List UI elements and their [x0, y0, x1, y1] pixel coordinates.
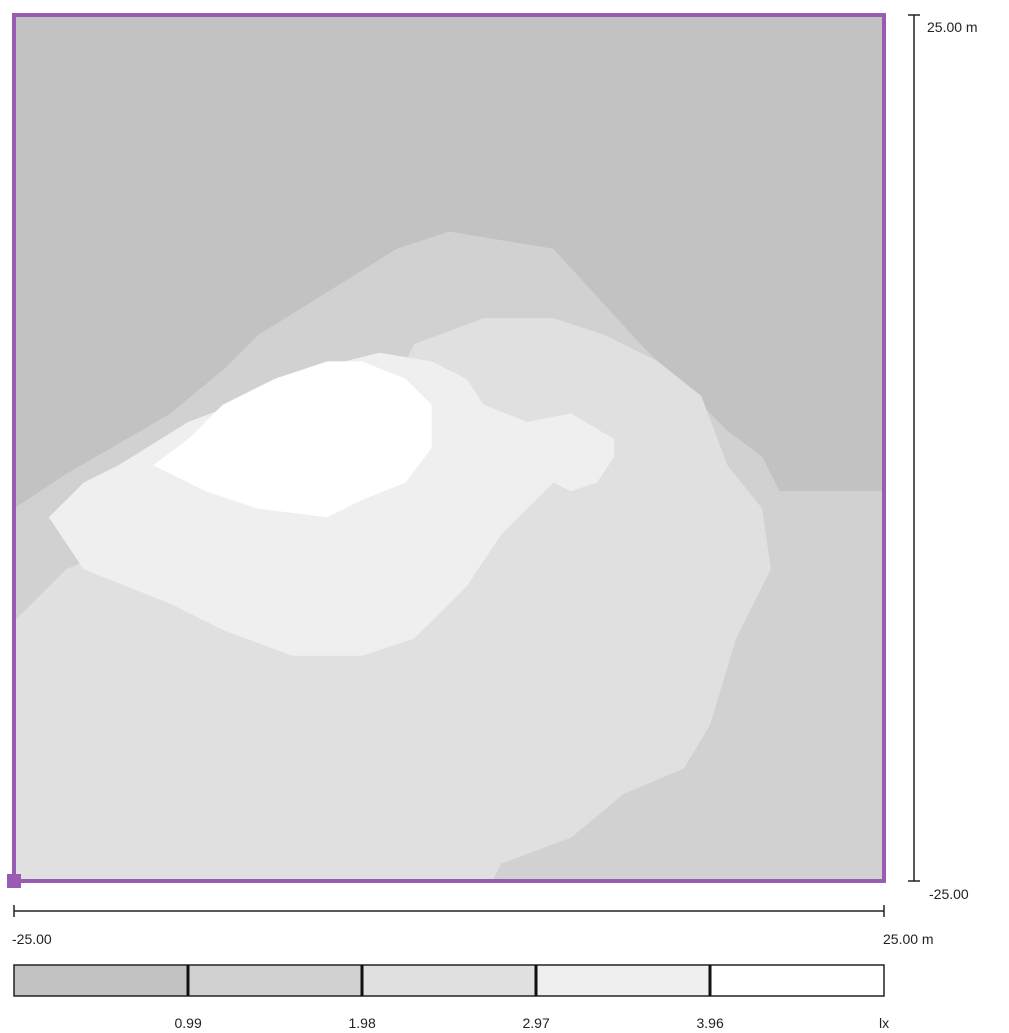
x-axis: [13, 905, 885, 917]
legend-swatch-3: [361, 964, 537, 997]
legend-swatch-2: [187, 964, 363, 997]
legend-threshold-label: 0.99: [174, 1015, 202, 1031]
legend-unit-label: lx: [879, 1015, 890, 1031]
x-axis-max-label: 25.00 m: [883, 931, 934, 947]
area-boundary: [12, 13, 886, 883]
x-axis-min-label: -25.00: [12, 931, 52, 947]
plot-area: [7, 13, 886, 888]
origin-marker: [7, 874, 21, 888]
contour-regions: [14, 231, 884, 882]
legend-bar: [13, 964, 885, 997]
y-axis-max-label: 25.00 m: [927, 19, 978, 35]
legend-frame: [13, 964, 885, 997]
legend-swatch-1: [13, 964, 189, 997]
y-axis: [908, 14, 920, 882]
legend-threshold-label: 2.97: [522, 1015, 550, 1031]
legend-swatch-5: [709, 964, 885, 997]
y-axis-min-label: -25.00: [929, 886, 969, 902]
legend-swatch-4: [535, 964, 711, 997]
contour-region-5: [153, 361, 432, 518]
legend-threshold-label: 3.96: [696, 1015, 724, 1031]
contour-region-2: [14, 690, 319, 881]
legend-threshold-label: 1.98: [348, 1015, 376, 1031]
